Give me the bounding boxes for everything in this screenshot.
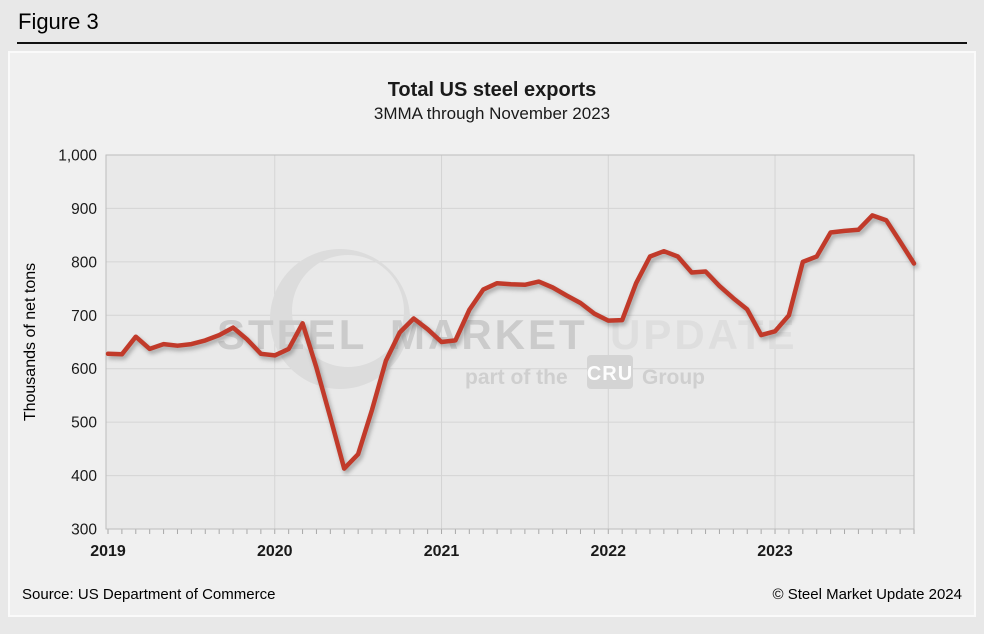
svg-text:600: 600 — [71, 361, 97, 378]
header-rule — [17, 42, 967, 44]
svg-text:1,000: 1,000 — [58, 148, 97, 165]
plot-border — [105, 154, 915, 530]
line-chart: STEEL MARKET UPDATE part of the CRU Group … — [58, 148, 917, 561]
svg-text:2022: 2022 — [590, 543, 626, 560]
chart-container: Total US steel exports 3MMA through Nove… — [8, 51, 976, 617]
svg-text:700: 700 — [71, 308, 97, 325]
footer-source: Source: US Department of Commerce — [22, 586, 276, 603]
svg-text:2020: 2020 — [257, 543, 293, 560]
smu-crescent-logo — [270, 249, 411, 389]
axis-tick-labels: 300 400 500 600 700 800 900 1,000 2019 2020 2021 20… — [58, 148, 793, 561]
svg-text:2019: 2019 — [90, 543, 126, 560]
svg-text:900: 900 — [71, 201, 97, 218]
svg-text:500: 500 — [71, 415, 97, 432]
footer-copyright: © Steel Market Update 2024 — [772, 586, 963, 603]
plot-area — [106, 155, 914, 529]
chart-subtitle: 3MMA through November 2023 — [373, 104, 611, 123]
svg-text:400: 400 — [71, 468, 97, 485]
svg-text:300: 300 — [71, 522, 97, 539]
smu-watermark: STEEL MARKET UPDATE part of the CRU Group — [217, 249, 798, 389]
cru-logo-text: CRU — [587, 363, 633, 385]
svg-text:2023: 2023 — [757, 543, 793, 560]
chart-title: Total US steel exports — [387, 79, 597, 101]
figure-label: Figure 3 — [18, 9, 99, 34]
cru-logo-box — [587, 355, 633, 389]
month-tick-marks — [107, 529, 915, 534]
svg-text:2021: 2021 — [424, 543, 460, 560]
svg-text:800: 800 — [71, 254, 97, 271]
watermark-tagline-prefix: part of the — [465, 366, 568, 389]
watermark-text: STEEL MARKET UPDATE — [217, 311, 798, 358]
exports-line-series — [105, 213, 917, 471]
watermark-tagline-suffix: Group — [642, 366, 705, 389]
